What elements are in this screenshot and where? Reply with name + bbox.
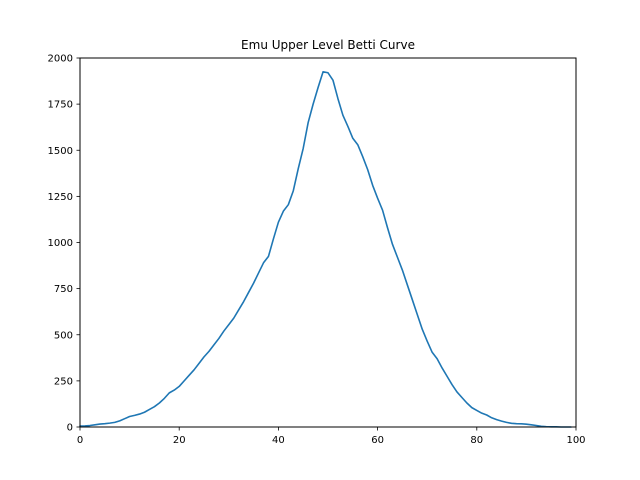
x-tick-label: 60 (371, 435, 384, 446)
y-tick-label: 1750 (48, 100, 73, 111)
y-tick-label: 500 (54, 330, 73, 341)
y-tick-label: 1250 (48, 192, 73, 203)
x-axis: 0 20 40 60 80 100 (77, 427, 586, 446)
plot-frame (79, 57, 577, 428)
series-line (79, 71, 572, 428)
series-layer (79, 71, 572, 428)
chart-title: Emu Upper Level Betti Curve (241, 38, 415, 52)
y-tick-label: 1000 (48, 238, 73, 249)
x-tick-label: 0 (77, 435, 83, 446)
x-tick-label: 100 (566, 435, 585, 446)
y-tick-label: 250 (54, 376, 73, 387)
y-tick-label: 0 (67, 423, 73, 434)
x-tick-label: 40 (272, 435, 285, 446)
y-axis: 0 250 500 750 1000 1250 1500 1750 2000 (48, 54, 80, 434)
x-tick-label: 80 (470, 435, 483, 446)
y-tick-label: 750 (54, 284, 73, 295)
y-tick-label: 1500 (48, 146, 73, 157)
y-tick-label: 2000 (48, 54, 73, 65)
x-tick-label: 20 (173, 435, 186, 446)
